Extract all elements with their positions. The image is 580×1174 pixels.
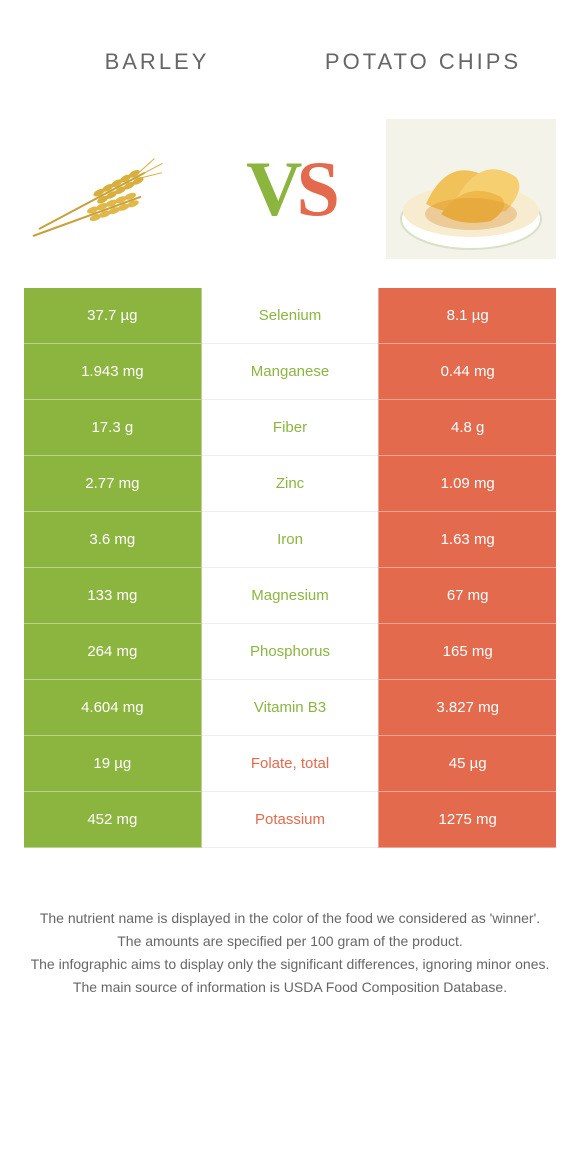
vs-label: VS [194, 144, 386, 234]
comparison-header: Barley Potato chips [24, 20, 556, 104]
nutrient-name: Iron [202, 512, 379, 568]
header-right: Potato chips [290, 49, 556, 75]
nutrient-name: Phosphorus [202, 624, 379, 680]
right-value: 45 µg [378, 736, 556, 792]
left-value: 4.604 mg [24, 680, 202, 736]
nutrient-table: 37.7 µgSelenium8.1 µg1.943 mgManganese0.… [24, 288, 556, 848]
right-value: 67 mg [378, 568, 556, 624]
left-value: 19 µg [24, 736, 202, 792]
nutrient-name: Magnesium [202, 568, 379, 624]
footer-line-1: The nutrient name is displayed in the co… [30, 908, 550, 929]
right-value: 3.827 mg [378, 680, 556, 736]
nutrient-row: 1.943 mgManganese0.44 mg [24, 344, 556, 400]
left-food-title: Barley [24, 49, 290, 75]
nutrient-row: 17.3 gFiber4.8 g [24, 400, 556, 456]
right-value: 1275 mg [378, 792, 556, 848]
right-food-title: Potato chips [290, 49, 556, 75]
header-left: Barley [24, 49, 290, 75]
right-value: 4.8 g [378, 400, 556, 456]
nutrient-name: Zinc [202, 456, 379, 512]
footer-notes: The nutrient name is displayed in the co… [24, 908, 556, 998]
left-value: 452 mg [24, 792, 202, 848]
left-value: 1.943 mg [24, 344, 202, 400]
right-value: 8.1 µg [378, 288, 556, 344]
right-value: 0.44 mg [378, 344, 556, 400]
footer-line-3: The infographic aims to display only the… [30, 954, 550, 975]
footer-line-4: The main source of information is USDA F… [30, 977, 550, 998]
nutrient-name: Potassium [202, 792, 379, 848]
nutrient-name: Folate, total [202, 736, 379, 792]
left-value: 264 mg [24, 624, 202, 680]
left-value: 133 mg [24, 568, 202, 624]
nutrient-row: 2.77 mgZinc1.09 mg [24, 456, 556, 512]
left-value: 37.7 µg [24, 288, 202, 344]
right-value: 165 mg [378, 624, 556, 680]
nutrient-row: 452 mgPotassium1275 mg [24, 792, 556, 848]
left-value: 3.6 mg [24, 512, 202, 568]
left-value: 17.3 g [24, 400, 202, 456]
right-value: 1.09 mg [378, 456, 556, 512]
footer-line-2: The amounts are specified per 100 gram o… [30, 931, 550, 952]
nutrient-name: Manganese [202, 344, 379, 400]
nutrient-name: Vitamin B3 [202, 680, 379, 736]
barley-image [24, 119, 194, 259]
chips-image [386, 119, 556, 259]
nutrient-row: 3.6 mgIron1.63 mg [24, 512, 556, 568]
nutrient-name: Selenium [202, 288, 379, 344]
nutrient-row: 133 mgMagnesium67 mg [24, 568, 556, 624]
left-value: 2.77 mg [24, 456, 202, 512]
nutrient-name: Fiber [202, 400, 379, 456]
nutrient-row: 4.604 mgVitamin B33.827 mg [24, 680, 556, 736]
nutrient-row: 19 µgFolate, total45 µg [24, 736, 556, 792]
hero-row: VS [24, 104, 556, 274]
vs-s: S [296, 145, 333, 232]
nutrient-row: 37.7 µgSelenium8.1 µg [24, 288, 556, 344]
nutrient-row: 264 mgPhosphorus165 mg [24, 624, 556, 680]
vs-v: V [246, 145, 296, 232]
right-value: 1.63 mg [378, 512, 556, 568]
